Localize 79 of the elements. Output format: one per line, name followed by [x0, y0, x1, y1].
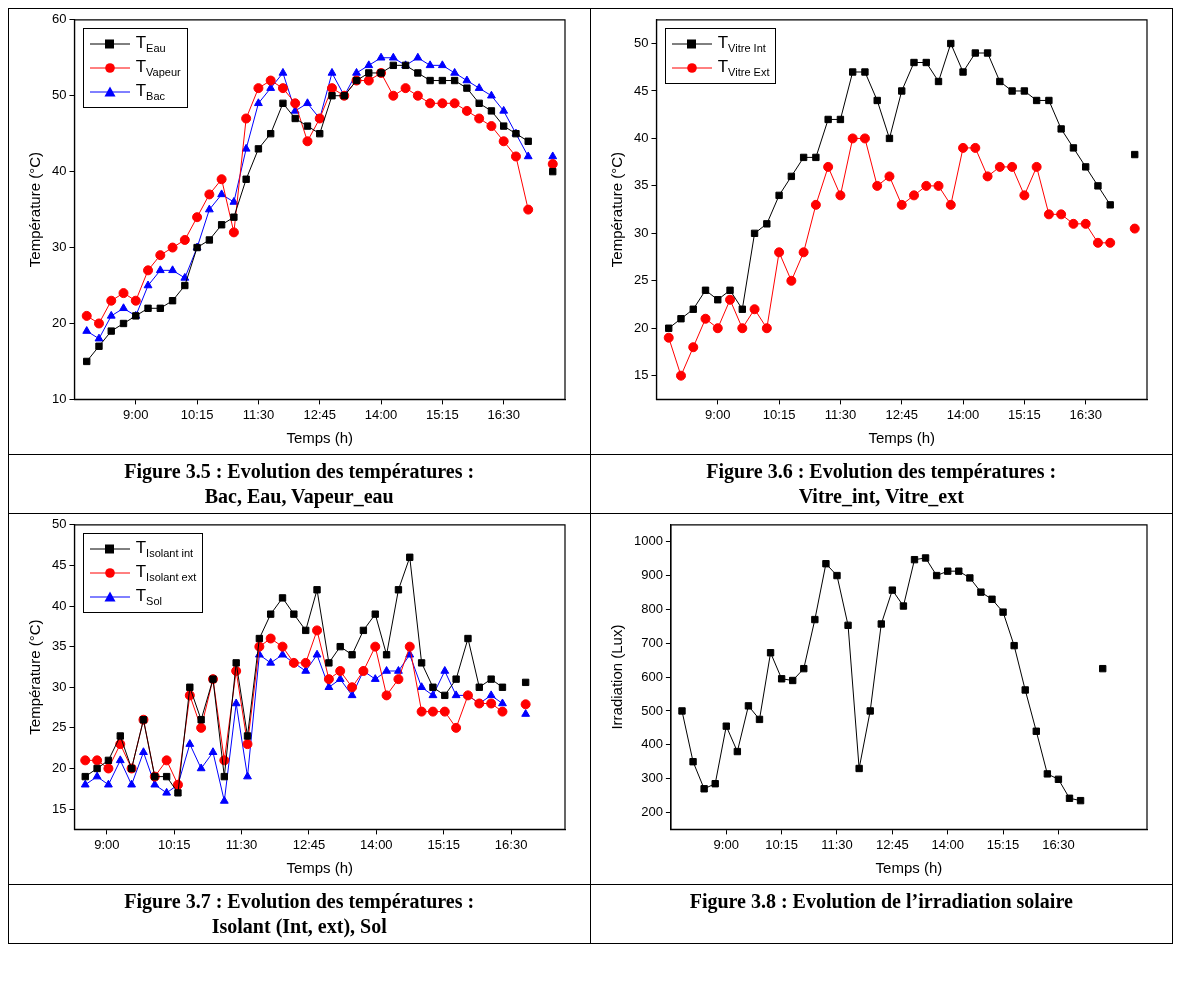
- x-axis-title: Temps (h): [875, 859, 943, 877]
- x-tick-label: 11:30: [242, 406, 275, 422]
- y-axis-title: Température (°C): [26, 619, 44, 735]
- legend-label: T$_{Vitre Ext}$: [717, 57, 770, 79]
- y-tick-label: 50: [52, 87, 67, 103]
- y-tick-label: 300: [641, 770, 664, 786]
- x-tick-label: 16:30: [1069, 406, 1103, 422]
- legend-label: T$_{Bac}$: [135, 81, 166, 103]
- x-tick-label: 12:45: [292, 836, 326, 852]
- x-tick-label: 12:45: [876, 836, 909, 852]
- y-tick-label: 50: [52, 516, 67, 532]
- y-axis-title: Température (°C): [608, 152, 626, 268]
- x-tick-label: 12:45: [885, 406, 919, 422]
- legend-label: T$_{Sol}$: [135, 586, 162, 608]
- caption: Figure 3.8 : Evolution de l’irradiation solaire: [590, 884, 1172, 918]
- caption: Figure 3.6 : Evolution des températures : Vitre_int, Vitre_ext: [590, 454, 1172, 513]
- y-tick-label: 700: [641, 634, 664, 650]
- legend-label: T$_{Isolant ext}$: [135, 562, 197, 584]
- y-tick-label: 400: [641, 736, 664, 752]
- y-tick-label: 10: [52, 390, 67, 406]
- y-tick-label: 15: [634, 367, 649, 383]
- y-tick-label: 800: [641, 600, 664, 616]
- y-tick-label: 20: [52, 760, 67, 776]
- x-tick-label: 14:00: [360, 836, 393, 852]
- x-tick-label: 15:15: [427, 836, 461, 852]
- y-tick-label: 20: [634, 319, 649, 335]
- y-tick-label: 50: [634, 35, 649, 51]
- x-tick-label: 9:00: [123, 406, 149, 422]
- y-tick-label: 45: [634, 82, 649, 98]
- x-tick-label: 15:15: [1008, 406, 1041, 422]
- y-tick-label: 200: [641, 804, 664, 820]
- y-tick-label: 25: [634, 272, 649, 288]
- caption: Figure 3.5 : Evolution des températures : Bac, Eau, Vapeur_eau: [9, 454, 590, 513]
- x-axis-title: Temps (h): [286, 429, 354, 447]
- x-tick-label: 11:30: [821, 836, 854, 852]
- x-tick-label: 11:30: [824, 406, 857, 422]
- y-tick-label: 500: [641, 702, 664, 718]
- x-tick-label: 16:30: [495, 836, 528, 852]
- x-tick-label: 11:30: [226, 836, 258, 852]
- y-tick-label: 30: [52, 239, 67, 255]
- x-tick-label: 12:45: [303, 406, 337, 422]
- x-tick-label: 10:15: [181, 406, 214, 422]
- y-tick-label: 40: [52, 597, 67, 613]
- y-tick-label: 45: [52, 556, 67, 572]
- legend-label: T$_{Isolant int}$: [135, 538, 194, 560]
- x-tick-label: 10:15: [765, 836, 799, 852]
- y-tick-label: 35: [634, 177, 649, 193]
- caption: Figure 3.7 : Evolution des températures : Isolant (Int, ext), Sol: [9, 884, 590, 943]
- legend-label: T$_{Eau}$: [135, 33, 166, 55]
- y-axis-title: Irradiation (Lux): [608, 624, 626, 730]
- y-tick-label: 600: [641, 668, 664, 684]
- legend-label: T$_{Vitre Int}$: [717, 33, 766, 55]
- y-tick-label: 1000: [634, 533, 664, 549]
- x-tick-label: 16:30: [487, 406, 521, 422]
- x-tick-label: 14:00: [365, 406, 398, 422]
- y-tick-label: 40: [634, 130, 649, 145]
- x-tick-label: 14:00: [931, 836, 965, 852]
- y-axis-title: Température (°C): [26, 152, 44, 268]
- y-tick-label: 60: [52, 11, 67, 27]
- x-axis-title: Temps (h): [868, 429, 936, 447]
- y-tick-label: 20: [52, 315, 67, 331]
- legend-label: T$_{Vapeur}$: [135, 57, 181, 79]
- x-tick-label: 15:15: [426, 406, 459, 422]
- y-tick-label: 15: [52, 800, 67, 816]
- x-tick-label: 9:00: [94, 836, 120, 852]
- y-tick-label: 35: [52, 638, 67, 654]
- x-tick-label: 14:00: [947, 406, 980, 422]
- y-tick-label: 25: [52, 719, 67, 735]
- x-tick-label: 9:00: [705, 406, 731, 422]
- x-tick-label: 10:15: [158, 836, 191, 852]
- y-tick-label: 40: [52, 163, 67, 179]
- x-tick-label: 10:15: [763, 406, 796, 422]
- x-axis-title: Temps (h): [286, 859, 354, 877]
- x-tick-label: 15:15: [987, 836, 1020, 852]
- y-tick-label: 30: [634, 224, 649, 240]
- x-tick-label: 9:00: [713, 836, 740, 852]
- x-tick-label: 16:30: [1042, 836, 1075, 852]
- y-tick-label: 30: [52, 678, 67, 694]
- y-tick-label: 900: [641, 567, 664, 583]
